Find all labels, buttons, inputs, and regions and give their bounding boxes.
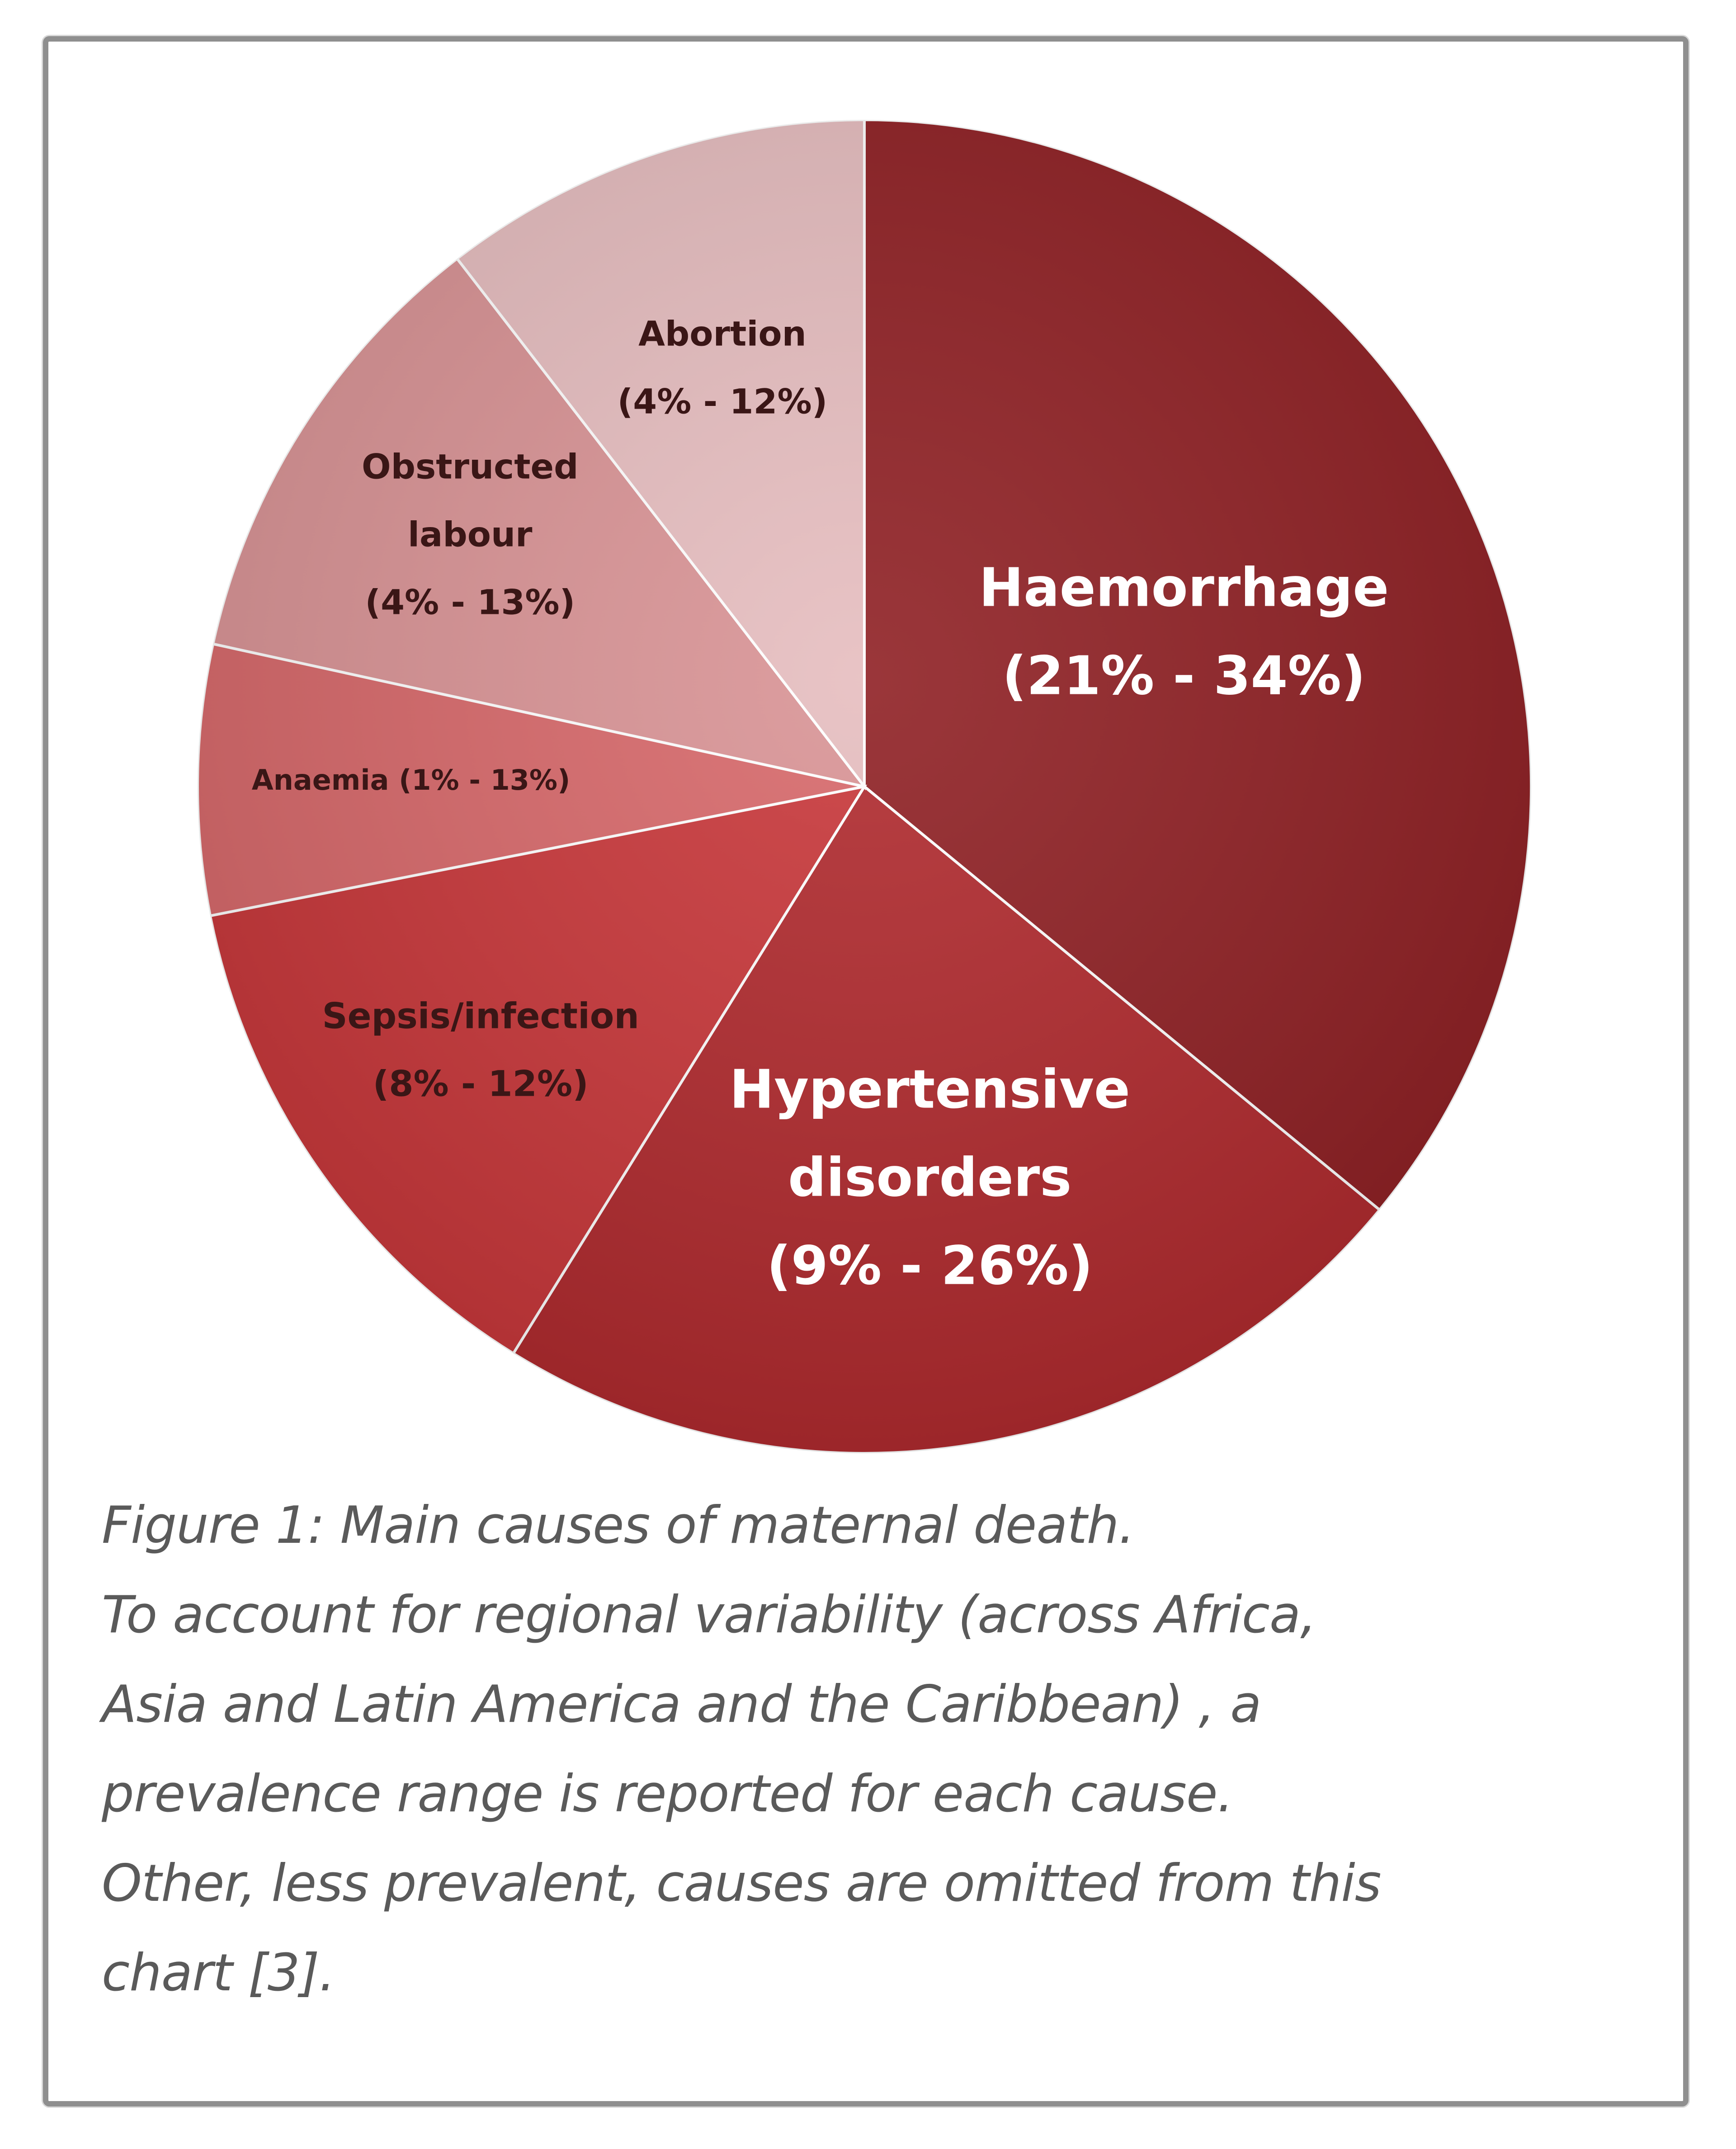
slice-label: (21% - 34%) [1002, 645, 1366, 707]
figure-caption: Figure 1: Main causes of maternal death.… [102, 1480, 1639, 2017]
caption-line: prevalence range is reported for each ca… [102, 1764, 1233, 1824]
slice-label: labour [408, 514, 533, 554]
caption-line: chart [3]. [102, 1943, 335, 2003]
slice-label: Haemorrhage [979, 556, 1389, 619]
slice-label: (4% - 13%) [365, 582, 575, 622]
slice-label: Obstructed [362, 446, 579, 486]
caption-line: To account for regional variability (acr… [102, 1585, 1316, 1645]
caption-line: Figure 1: Main causes of maternal death. [102, 1495, 1135, 1555]
slice-label: (4% - 12%) [617, 382, 827, 422]
caption-line: Asia and Latin America and the Caribbean… [102, 1674, 1262, 1734]
slice-label: Sepsis/infection [322, 996, 639, 1037]
pie-chart: Haemorrhage (21% - 34%) Hypertensive disord… [198, 120, 1531, 1453]
pie-shading [198, 120, 1531, 1453]
caption-line: Other, less prevalent, causes are omitte… [102, 1853, 1382, 1913]
slice-label: Anaemia (1% - 13%) [252, 763, 571, 796]
slice-label: disorders [788, 1146, 1071, 1208]
slice-label: (8% - 12%) [373, 1064, 589, 1104]
pie-slice-labels: Haemorrhage (21% - 34%) Hypertensive disord… [252, 314, 1389, 1297]
slice-label: Abortion [638, 314, 807, 354]
slice-label: Hypertensive [729, 1058, 1130, 1120]
slice-label: (9% - 26%) [767, 1234, 1093, 1296]
